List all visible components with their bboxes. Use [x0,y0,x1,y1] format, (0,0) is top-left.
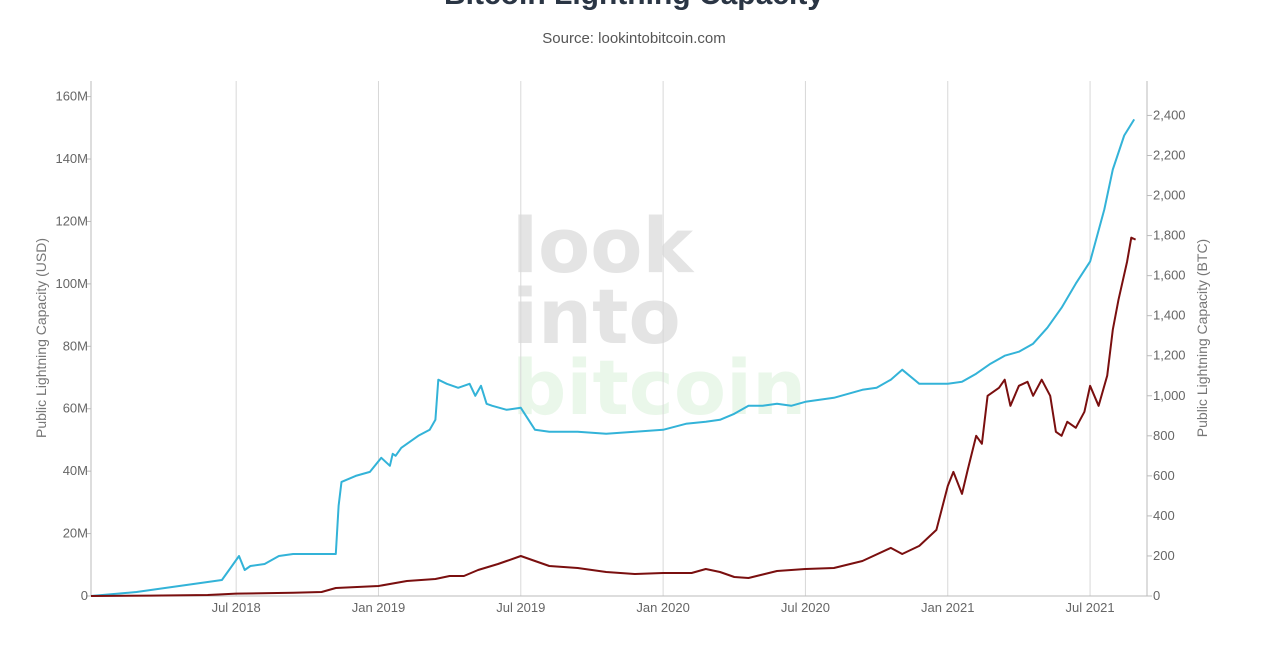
y-right-tick-label: 400 [1153,508,1175,523]
vertical-gridlines [235,81,1091,596]
chart-title: Bitcoin Lightning Capacity [0,0,1268,12]
y-left-tick-label: 160M [55,89,88,104]
y-right-tick-label: 1,600 [1153,268,1186,283]
watermark-into: into [512,272,681,361]
axes [90,81,1148,597]
watermark-look: look [512,201,694,290]
y-left-tick-label: 20M [63,526,88,541]
y-left-tick-label: 140M [55,151,88,166]
x-tick-label: Jan 2019 [352,600,406,615]
y-right-tick-label: 2,000 [1153,188,1186,203]
watermark: look into bitcoin [512,201,806,432]
y-left-tick-label: 120M [55,213,88,228]
series-lines [90,118,1137,597]
x-tick-label: Jul 2021 [1065,600,1114,615]
y-right-tick-label: 0 [1153,588,1160,603]
y-left-tick-label: 0 [81,588,88,603]
chart-subtitle: Source: lookintobitcoin.com [542,30,726,47]
y-right-tick-label: 600 [1153,468,1175,483]
right-axis-ticks: 0 200 400 600 800 1,000 1,200 1,400 1,600 1,800 2,… [1147,107,1186,603]
y-left-tick-label: 80M [63,338,88,353]
y-right-tick-label: 2,400 [1153,107,1186,122]
x-tick-label: Jan 2020 [636,600,690,615]
y-left-tick-label: 60M [63,401,88,416]
left-axis-ticks: 0 20M 40M 60M 80M 100M 120M 140M 160M [55,89,91,603]
y-right-tick-label: 1,200 [1153,348,1186,363]
y-right-tick-label: 1,800 [1153,228,1186,243]
y-left-tick-label: 40M [63,463,88,478]
y-right-tick-label: 2,200 [1153,147,1186,162]
y-axis-left-title: Public Lightning Capacity (USD) [33,238,49,438]
y-right-tick-label: 1,400 [1153,308,1186,323]
y-axis-right-title: Public Lightning Capacity (BTC) [1194,239,1210,437]
x-tick-label: Jul 2020 [781,600,830,615]
series-line-usd [90,118,1136,597]
y-right-tick-label: 200 [1153,548,1175,563]
x-axis-ticks: Jul 2018 Jan 2019 Jul 2019 Jan 2020 Jul 2020… [212,600,1115,615]
series-line-btc [90,236,1137,597]
x-tick-label: Jan 2021 [921,600,975,615]
y-right-tick-label: 1,000 [1153,388,1186,403]
y-left-tick-label: 100M [55,276,88,291]
watermark-bitcoin: bitcoin [512,343,806,432]
y-right-tick-label: 800 [1153,428,1175,443]
x-tick-label: Jul 2019 [496,600,545,615]
x-tick-label: Jul 2018 [212,600,261,615]
